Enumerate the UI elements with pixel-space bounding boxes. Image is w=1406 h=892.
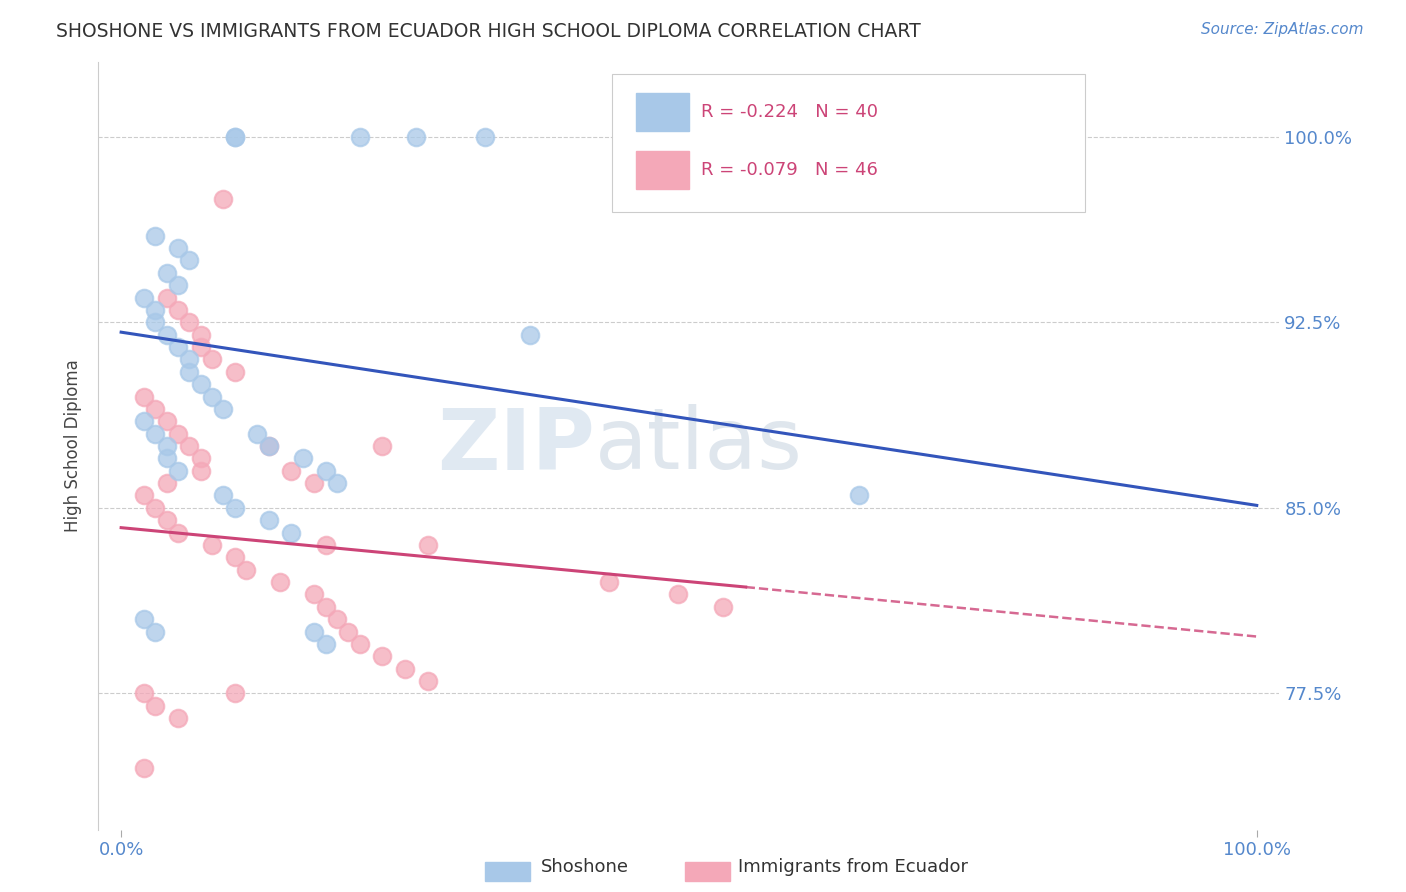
Point	[257, 439, 280, 453]
Point	[302, 476, 325, 491]
Point	[190, 340, 212, 354]
Point	[179, 253, 201, 268]
Point	[416, 538, 439, 552]
Point	[155, 327, 177, 342]
Point	[212, 488, 235, 502]
Point	[143, 315, 166, 329]
Text: R = -0.079   N = 46: R = -0.079 N = 46	[700, 161, 877, 178]
Point	[155, 476, 177, 491]
Point	[190, 464, 212, 478]
Point	[280, 464, 302, 478]
Point	[143, 698, 166, 713]
Point	[291, 451, 314, 466]
Point	[167, 711, 190, 725]
Point	[179, 352, 201, 367]
Point	[315, 637, 337, 651]
Point	[155, 266, 177, 280]
Point	[224, 686, 246, 700]
Point	[337, 624, 360, 639]
Point	[132, 488, 155, 502]
Point	[371, 439, 394, 453]
Point	[132, 291, 155, 305]
Point	[416, 674, 439, 689]
Point	[711, 599, 734, 614]
Point	[132, 686, 155, 700]
Point	[155, 439, 177, 453]
Point	[155, 451, 177, 466]
Point	[179, 315, 201, 329]
Point	[405, 129, 427, 144]
Text: ZIP: ZIP	[437, 404, 595, 488]
Point	[143, 302, 166, 317]
Point	[201, 352, 224, 367]
Point	[212, 192, 235, 206]
Point	[315, 599, 337, 614]
Point	[598, 575, 620, 590]
Point	[190, 377, 212, 392]
Point	[246, 426, 269, 441]
Point	[848, 488, 870, 502]
Point	[519, 327, 541, 342]
Point	[167, 464, 190, 478]
Point	[224, 129, 246, 144]
Point	[190, 327, 212, 342]
Point	[474, 129, 496, 144]
Text: SHOSHONE VS IMMIGRANTS FROM ECUADOR HIGH SCHOOL DIPLOMA CORRELATION CHART: SHOSHONE VS IMMIGRANTS FROM ECUADOR HIGH…	[56, 22, 921, 41]
Point	[143, 426, 166, 441]
Point	[349, 637, 371, 651]
FancyBboxPatch shape	[612, 74, 1084, 212]
Point	[167, 302, 190, 317]
Point	[167, 426, 190, 441]
Point	[179, 365, 201, 379]
Point	[371, 649, 394, 664]
Point	[132, 414, 155, 428]
Point	[132, 761, 155, 775]
Point	[269, 575, 291, 590]
Point	[155, 291, 177, 305]
Point	[143, 228, 166, 243]
Point	[167, 278, 190, 293]
Point	[224, 500, 246, 515]
Point	[224, 129, 246, 144]
Point	[143, 500, 166, 515]
Point	[224, 550, 246, 565]
Point	[167, 525, 190, 540]
Point	[315, 538, 337, 552]
Text: Shoshone: Shoshone	[541, 858, 630, 876]
Point	[326, 612, 349, 626]
Point	[201, 538, 224, 552]
Point	[201, 390, 224, 404]
Point	[394, 662, 416, 676]
Text: atlas: atlas	[595, 404, 803, 488]
Point	[326, 476, 349, 491]
Text: Immigrants from Ecuador: Immigrants from Ecuador	[738, 858, 969, 876]
Point	[280, 525, 302, 540]
Point	[190, 451, 212, 466]
Point	[143, 401, 166, 416]
Point	[257, 439, 280, 453]
Point	[302, 624, 325, 639]
Text: Source: ZipAtlas.com: Source: ZipAtlas.com	[1201, 22, 1364, 37]
FancyBboxPatch shape	[636, 93, 689, 131]
Point	[235, 563, 257, 577]
Point	[257, 513, 280, 527]
Point	[349, 129, 371, 144]
FancyBboxPatch shape	[636, 151, 689, 189]
Text: R = -0.224   N = 40: R = -0.224 N = 40	[700, 103, 877, 121]
Point	[167, 241, 190, 255]
Point	[302, 587, 325, 601]
Point	[224, 365, 246, 379]
Point	[315, 464, 337, 478]
Point	[666, 587, 689, 601]
Point	[179, 439, 201, 453]
Point	[212, 401, 235, 416]
Point	[155, 414, 177, 428]
Point	[132, 390, 155, 404]
Point	[155, 513, 177, 527]
Point	[167, 340, 190, 354]
Point	[132, 612, 155, 626]
Point	[143, 624, 166, 639]
Y-axis label: High School Diploma: High School Diploma	[65, 359, 83, 533]
